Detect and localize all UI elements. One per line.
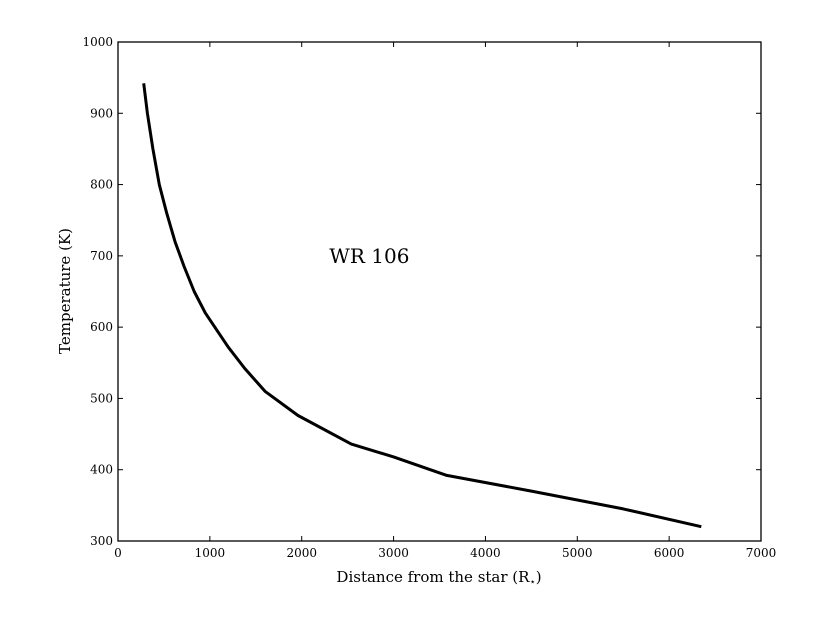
annotation-wr106: WR 106 xyxy=(329,244,409,268)
y-tick-label: 1000 xyxy=(82,35,113,49)
x-tick-label: 3000 xyxy=(378,546,409,560)
y-tick-label: 600 xyxy=(90,320,113,334)
axis-ticks xyxy=(117,41,762,542)
y-tick-label: 500 xyxy=(90,391,113,405)
y-tick-label: 900 xyxy=(90,106,113,120)
x-tick-label: 5000 xyxy=(562,546,593,560)
x-tick-label: 6000 xyxy=(654,546,685,560)
x-axis-title: Distance from the star (R⋆) xyxy=(336,568,541,588)
x-tick-label: 7000 xyxy=(746,546,777,560)
y-tick-label: 700 xyxy=(90,249,113,263)
temperature-curve xyxy=(142,83,702,529)
y-tick-label: 300 xyxy=(90,534,113,548)
plot-area xyxy=(117,41,762,542)
x-tick-label: 1000 xyxy=(195,546,226,560)
x-tick-label: 4000 xyxy=(470,546,501,560)
y-axis-title: Temperature (K) xyxy=(56,228,74,354)
x-tick-label: 0 xyxy=(114,546,122,560)
y-tick-label: 800 xyxy=(90,178,113,192)
y-tick-label: 400 xyxy=(90,463,113,477)
tick-labels: 0 1000 2000 3000 4000 5000 6000 7000 300 400 500 60… xyxy=(82,35,776,560)
x-tick-label: 2000 xyxy=(286,546,317,560)
